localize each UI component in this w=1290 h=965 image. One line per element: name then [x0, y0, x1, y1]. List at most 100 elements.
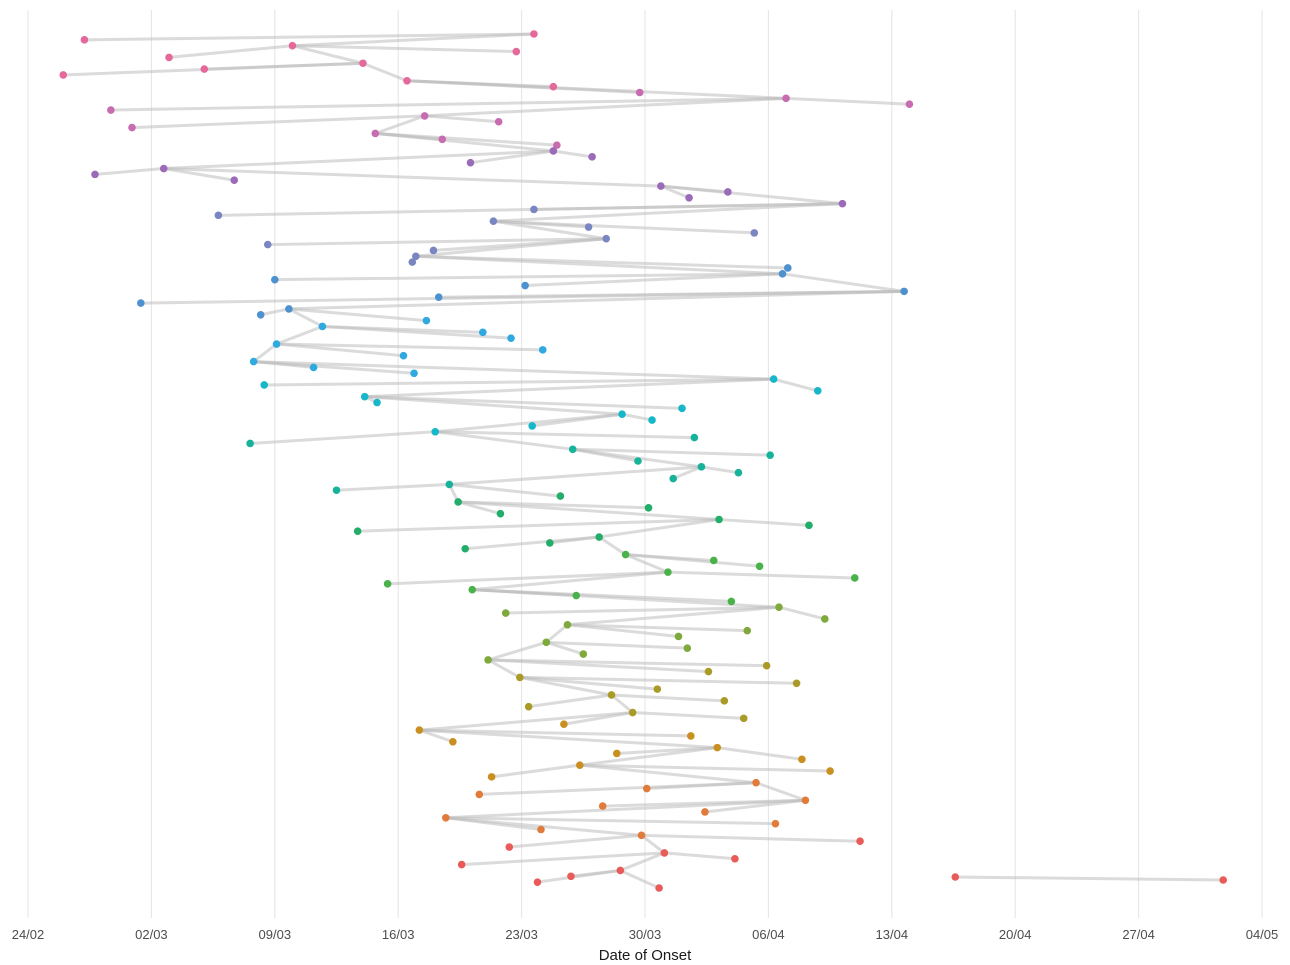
transmission-edge [248, 430, 437, 445]
case-point [533, 878, 542, 886]
case-point [752, 778, 760, 787]
case-point [724, 188, 732, 196]
case-point [159, 164, 168, 173]
transmission-edge [262, 377, 776, 387]
case-point [697, 463, 706, 471]
case-point [420, 112, 429, 120]
case-point [549, 147, 558, 155]
transmission-edge [273, 272, 785, 282]
case-point [838, 199, 847, 208]
x-axis-title: Date of Onset [599, 947, 692, 964]
transmission-edge [275, 342, 405, 358]
case-point [642, 784, 651, 793]
transmission-edge [414, 237, 608, 258]
transmission-edge [447, 482, 562, 498]
x-tick-label: 16/03 [382, 927, 415, 942]
transmission-edge [139, 289, 906, 305]
case-point [403, 76, 411, 85]
transmission-edge [671, 465, 703, 481]
case-point [783, 264, 792, 272]
transmission-edge [624, 553, 670, 574]
transmission-edge [456, 500, 721, 521]
transmission-edge [444, 798, 807, 820]
transmission-edge [356, 517, 721, 533]
case-point [634, 457, 642, 465]
case-point [635, 88, 644, 97]
case-point [484, 656, 492, 664]
case-point [371, 129, 380, 138]
case-point [542, 638, 551, 647]
transmission-edge [444, 816, 643, 837]
case-point [775, 603, 783, 612]
case-point [399, 351, 408, 360]
case-point [214, 211, 223, 220]
case-point [200, 65, 209, 73]
transmission-edge [491, 219, 756, 235]
transmission-edge [486, 658, 522, 679]
case-point [530, 205, 538, 214]
transmission-edge [544, 640, 585, 656]
transmission-edge [463, 535, 601, 551]
transmission-edge [405, 79, 788, 100]
case-point [445, 480, 454, 489]
transmission-edges [61, 32, 1225, 890]
transmission-edge [417, 711, 635, 732]
case-point [701, 808, 709, 816]
case-point [468, 585, 477, 594]
transmission-edge [781, 272, 906, 293]
case-point [165, 53, 173, 62]
transmission-edge [597, 517, 721, 539]
case-point [568, 445, 577, 454]
case-point [246, 439, 254, 448]
transmission-edge [93, 167, 166, 176]
transmission-edge [130, 114, 427, 130]
case-point [727, 597, 736, 606]
transmission-edge [662, 851, 737, 861]
case-point [674, 632, 683, 641]
transmission-edge [565, 605, 781, 627]
case-point [230, 176, 239, 185]
transmission-edge [518, 675, 614, 697]
case-point [778, 270, 787, 278]
case-point [743, 626, 752, 635]
case-point [813, 387, 822, 395]
case-point [373, 398, 381, 407]
transmission-edge [527, 693, 614, 709]
transmission-edge [162, 149, 555, 171]
case-point [588, 153, 596, 161]
case-point [516, 673, 524, 682]
case-point [318, 322, 327, 331]
case-point [537, 825, 545, 834]
case-point [690, 433, 699, 442]
transmission-edge [610, 693, 635, 715]
transmission-edge [486, 658, 710, 674]
case-point [766, 451, 774, 459]
vertical-gridlines [27, 10, 1263, 918]
case-point [683, 644, 692, 652]
case-point [91, 170, 99, 179]
case-point [449, 737, 457, 746]
transmission-edge [470, 570, 670, 592]
transmission-edge [82, 32, 536, 42]
transmission-edge [433, 430, 696, 440]
case-point [826, 767, 834, 775]
x-tick-label: 27/04 [1122, 927, 1155, 942]
case-point [750, 229, 759, 237]
case-point [80, 36, 89, 44]
case-point [272, 340, 281, 348]
transmission-edge [639, 833, 862, 843]
x-tick-label: 02/03 [135, 927, 168, 942]
transmission-edge [61, 61, 365, 77]
case-point [412, 252, 420, 261]
case-point [528, 422, 536, 430]
transmission-edge [335, 482, 451, 492]
case-point [431, 427, 440, 436]
case-point [739, 714, 748, 723]
case-point [644, 503, 653, 512]
transmission-edge [417, 728, 719, 750]
transmission-edge [754, 781, 807, 802]
x-tick-label: 30/03 [629, 927, 662, 942]
transmission-edge [460, 851, 666, 867]
case-point [782, 94, 790, 103]
case-point [685, 193, 693, 202]
